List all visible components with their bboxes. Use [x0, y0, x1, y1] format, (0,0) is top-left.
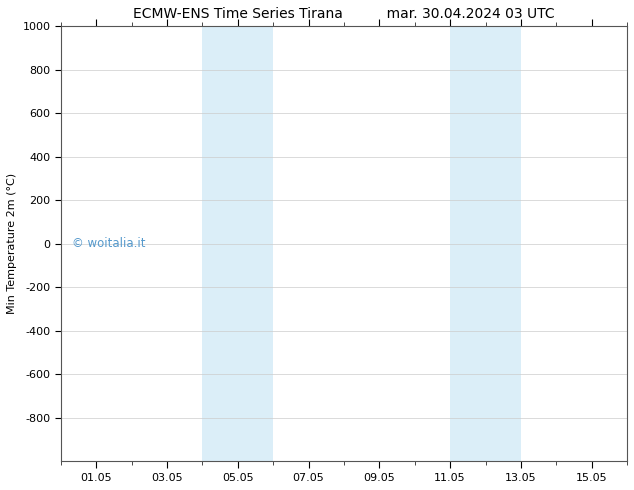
Text: © woitalia.it: © woitalia.it: [72, 237, 146, 250]
Y-axis label: Min Temperature 2m (°C): Min Temperature 2m (°C): [7, 173, 17, 314]
Bar: [202, 26, 238, 461]
Bar: [450, 26, 486, 461]
Bar: [486, 26, 521, 461]
Bar: [238, 26, 273, 461]
Title: ECMW-ENS Time Series Tirana          mar. 30.04.2024 03 UTC: ECMW-ENS Time Series Tirana mar. 30.04.2…: [133, 7, 555, 21]
